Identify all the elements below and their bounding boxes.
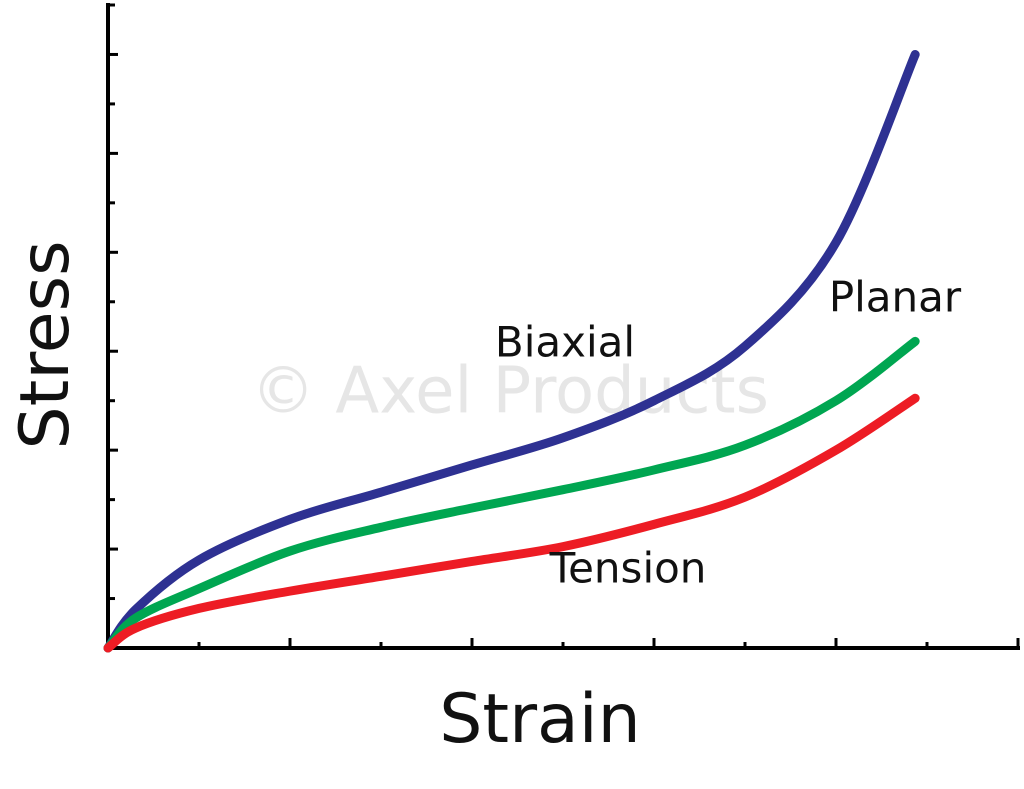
x-axis-label: Strain <box>439 680 640 759</box>
series-label: Tension <box>549 544 707 593</box>
series-label: Biaxial <box>495 318 635 367</box>
y-axis-label: Stress <box>6 241 85 450</box>
series-line <box>103 49 920 653</box>
series-line <box>103 336 920 653</box>
watermark: © Axel Products <box>251 355 769 429</box>
series-line <box>103 393 920 653</box>
series-label: Planar <box>829 273 962 322</box>
